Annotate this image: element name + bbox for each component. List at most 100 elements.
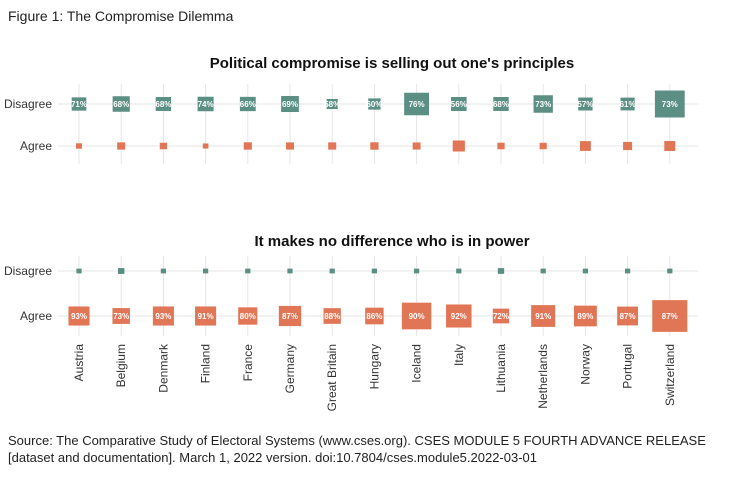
cell-disagree-finland bbox=[202, 268, 209, 274]
cell-disagree-iceland bbox=[413, 268, 420, 274]
cell-disagree-france bbox=[239, 96, 256, 112]
data-label: 90% bbox=[409, 312, 425, 321]
data-label: 86% bbox=[366, 312, 382, 321]
x-tick-label: Great Britain bbox=[325, 344, 339, 411]
data-label: 76% bbox=[409, 100, 425, 109]
data-label: 89% bbox=[577, 312, 593, 321]
cell-disagree-belgium bbox=[112, 96, 130, 112]
cell-disagree-italy bbox=[451, 96, 467, 112]
data-label: 68% bbox=[493, 100, 509, 109]
cell-disagree-germany bbox=[287, 268, 293, 274]
cell-disagree-austria bbox=[71, 97, 87, 111]
cell-agree-germany bbox=[286, 142, 294, 150]
data-label: 68% bbox=[113, 100, 129, 109]
data-label: 73% bbox=[535, 100, 551, 109]
cell-agree-great-britain bbox=[328, 142, 337, 150]
cell-disagree-great-britain bbox=[329, 268, 335, 274]
cell-agree-netherlands bbox=[539, 142, 547, 150]
x-tick-label: Portugal bbox=[621, 344, 635, 389]
data-label: 73% bbox=[113, 312, 129, 321]
cell-agree-portugal bbox=[623, 141, 633, 151]
x-tick-label: Norway bbox=[578, 344, 592, 385]
cell-agree-france bbox=[238, 307, 258, 325]
data-label: 91% bbox=[198, 312, 214, 321]
cell-disagree-denmark bbox=[155, 97, 172, 111]
cell-disagree-netherlands bbox=[533, 95, 553, 113]
x-axis-labels: Austria Belgium Denmark Finland France German… bbox=[72, 343, 677, 411]
cell-disagree-portugal bbox=[624, 268, 631, 274]
panel-title: Political compromise is selling out one'… bbox=[210, 55, 575, 72]
figure-caption: Figure 1: The Compromise Dilemma bbox=[8, 8, 234, 24]
cell-agree-hungary bbox=[370, 142, 379, 150]
row-label-agree: Agree bbox=[20, 139, 52, 153]
data-label: 93% bbox=[155, 312, 171, 321]
cell-disagree-austria bbox=[76, 268, 82, 274]
cell-agree-norway bbox=[579, 141, 591, 151]
cell-disagree-norway bbox=[582, 268, 589, 274]
data-label: 73% bbox=[662, 100, 678, 109]
data-label: 74% bbox=[198, 100, 214, 109]
x-tick-label: Belgium bbox=[114, 344, 128, 387]
cell-disagree-portugal bbox=[620, 97, 635, 111]
cell-agree-portugal bbox=[617, 306, 639, 326]
cell-agree-austria bbox=[68, 306, 90, 326]
panel-title: It makes no difference who is in power bbox=[254, 233, 529, 250]
cell-disagree-lithuania bbox=[497, 268, 505, 274]
data-label: 91% bbox=[535, 312, 551, 321]
cell-disagree-italy bbox=[456, 268, 462, 274]
cell-agree-finland bbox=[202, 143, 209, 149]
cell-agree-austria bbox=[76, 143, 82, 149]
cell-agree-switzerland bbox=[664, 141, 676, 151]
cell-agree-belgium bbox=[117, 142, 126, 150]
cell-agree-hungary bbox=[365, 307, 384, 325]
cell-agree-switzerland bbox=[652, 300, 688, 332]
cell-disagree-belgium bbox=[117, 268, 125, 274]
source-note: Source: The Comparative Study of Elector… bbox=[8, 433, 706, 465]
data-label: 92% bbox=[451, 312, 467, 321]
cell-agree-belgium bbox=[112, 308, 130, 324]
cell-disagree-lithuania bbox=[493, 97, 509, 111]
cell-agree-great-britain bbox=[323, 308, 341, 324]
data-label: 56% bbox=[451, 100, 467, 109]
cell-disagree-france bbox=[245, 268, 251, 274]
cell-agree-denmark bbox=[159, 142, 168, 150]
x-tick-label: Austria bbox=[72, 344, 86, 382]
x-tick-label: Iceland bbox=[410, 344, 424, 383]
cell-agree-italy bbox=[446, 304, 472, 328]
data-label: 87% bbox=[282, 312, 298, 321]
cell-agree-denmark bbox=[152, 306, 174, 326]
row-label-disagree: Disagree bbox=[4, 97, 52, 111]
cell-disagree-iceland bbox=[404, 92, 430, 116]
cell-agree-lithuania bbox=[492, 308, 510, 324]
cell-disagree-norway bbox=[578, 97, 593, 111]
data-label: 71% bbox=[71, 100, 87, 109]
cell-disagree-netherlands bbox=[540, 268, 546, 274]
data-label: 60% bbox=[366, 100, 382, 109]
cell-agree-netherlands bbox=[531, 305, 556, 327]
cell-disagree-hungary bbox=[371, 268, 378, 274]
cell-agree-france bbox=[243, 142, 252, 150]
cell-agree-germany bbox=[278, 305, 302, 327]
x-tick-label: Lithuania bbox=[494, 344, 508, 393]
chart-canvas: Political compromise is selling out one'… bbox=[4, 55, 698, 411]
chart-panel-power: It makes no difference who is in power Di… bbox=[4, 233, 698, 336]
x-tick-label: France bbox=[241, 344, 255, 382]
cell-disagree-finland bbox=[197, 96, 214, 112]
cell-agree-iceland bbox=[401, 302, 432, 330]
cell-agree-iceland bbox=[412, 142, 421, 150]
cell-agree-lithuania bbox=[497, 142, 505, 150]
data-label: 58% bbox=[324, 100, 340, 109]
cell-disagree-great-britain bbox=[326, 98, 338, 110]
x-tick-label: Switzerland bbox=[663, 344, 677, 406]
data-label: 61% bbox=[620, 100, 636, 109]
x-tick-label: Netherlands bbox=[536, 344, 550, 409]
data-label: 57% bbox=[577, 100, 593, 109]
cell-disagree-denmark bbox=[160, 268, 167, 274]
x-tick-label: Italy bbox=[452, 344, 466, 366]
data-label: 88% bbox=[324, 312, 340, 321]
data-label: 72% bbox=[493, 312, 509, 321]
cell-agree-finland bbox=[195, 306, 217, 326]
data-label: 68% bbox=[155, 100, 171, 109]
cell-agree-norway bbox=[573, 305, 597, 327]
x-tick-label: Hungary bbox=[367, 344, 381, 389]
